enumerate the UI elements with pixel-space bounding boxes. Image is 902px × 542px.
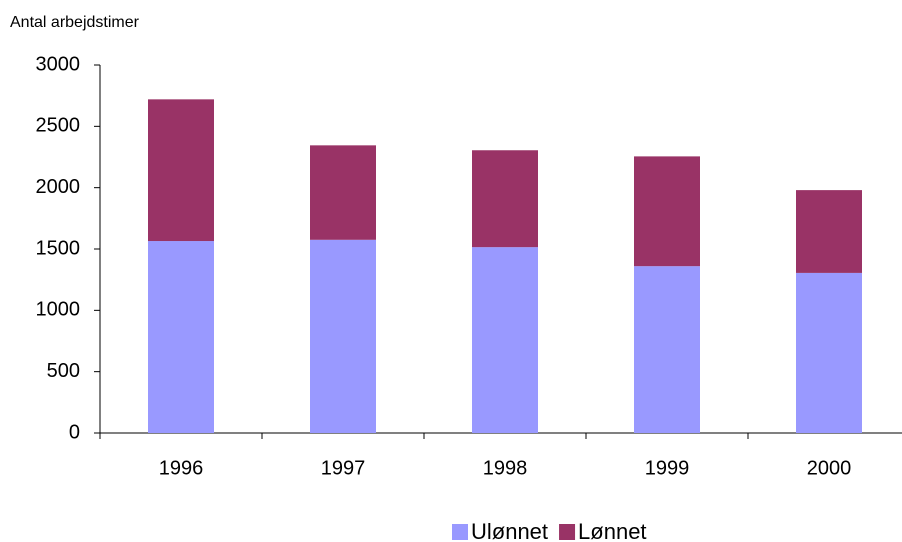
bar-segment — [148, 99, 214, 242]
legend-swatch — [452, 524, 468, 540]
legend-label: Lønnet — [578, 519, 647, 542]
bar-segment — [472, 150, 538, 248]
x-tick-label: 1996 — [159, 457, 204, 479]
y-tick-label: 1500 — [36, 237, 81, 259]
legend-swatch — [559, 524, 576, 540]
bar-segment — [310, 239, 376, 433]
legend-label: Ulønnet — [471, 519, 548, 542]
bar-segment — [310, 145, 376, 240]
bar-segment — [796, 272, 862, 433]
y-tick-label: 2000 — [36, 176, 81, 198]
x-tick-label: 2000 — [807, 457, 852, 479]
bar-segment — [472, 247, 538, 433]
y-tick-label: 3000 — [36, 53, 81, 75]
y-tick-label: 2500 — [36, 115, 81, 137]
x-tick-label: 1997 — [321, 457, 366, 479]
x-tick-label: 1998 — [483, 457, 528, 479]
y-axis-label: Antal arbejdstimer — [10, 14, 140, 31]
y-tick-label: 500 — [47, 360, 80, 382]
y-tick-label: 0 — [69, 421, 80, 443]
y-tick-label: 1000 — [36, 299, 81, 321]
bar-segment — [148, 241, 214, 433]
bar-segment — [796, 190, 862, 273]
bar-segment — [634, 266, 700, 433]
bar-segment — [634, 156, 700, 267]
x-tick-label: 1999 — [645, 457, 690, 479]
